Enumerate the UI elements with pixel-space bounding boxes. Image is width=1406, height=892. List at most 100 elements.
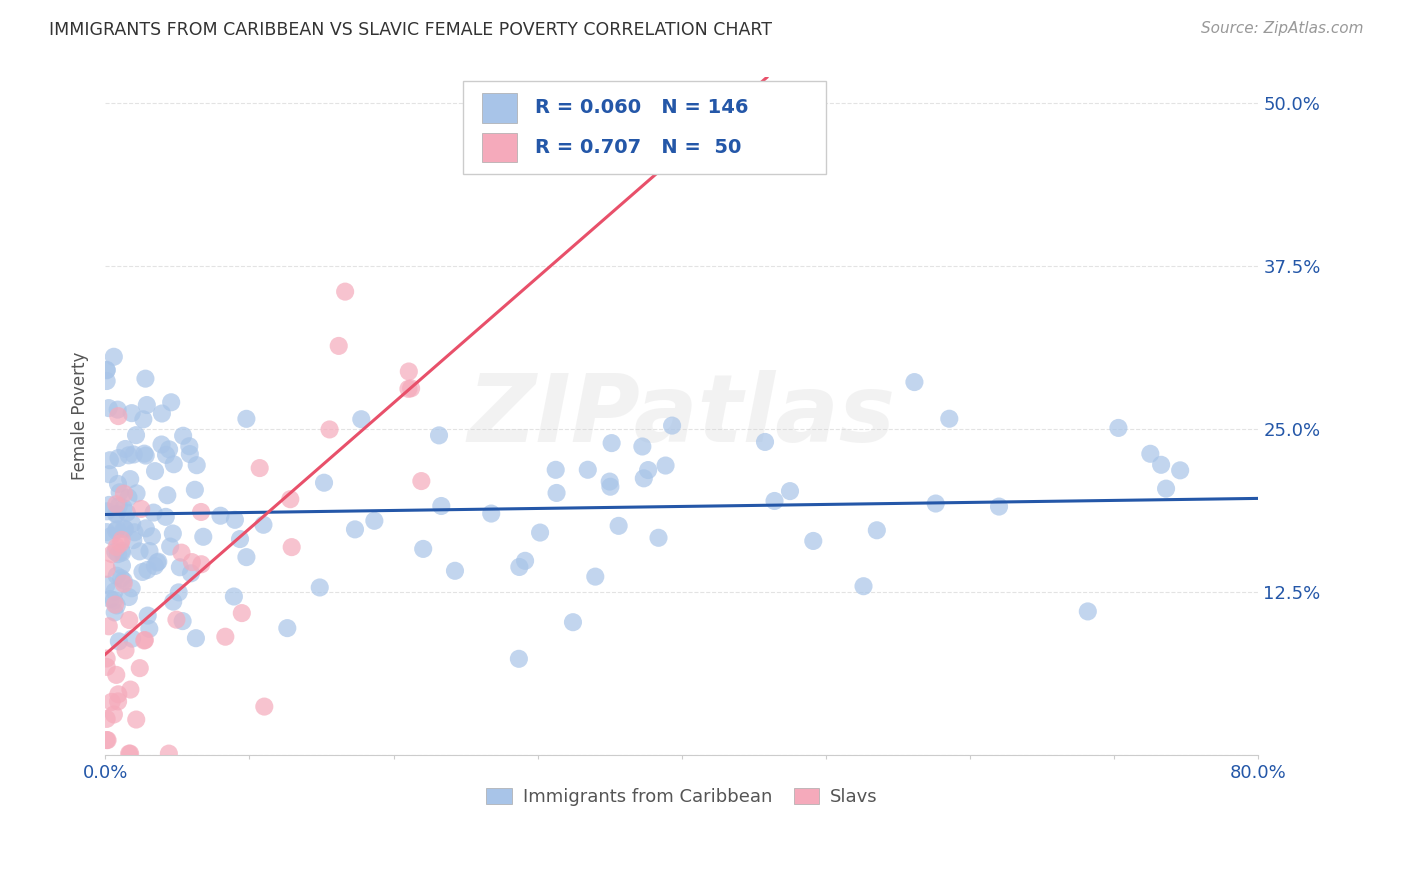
Point (396, 382, 419, 396)
Point (104, 584, 127, 599)
Point (125, 486, 148, 500)
Point (754, 434, 776, 449)
Point (111, 544, 134, 558)
Point (125, 428, 148, 442)
Point (193, 530, 215, 544)
Point (107, 547, 129, 561)
Point (120, 472, 142, 486)
Point (96, 660, 118, 674)
Point (96, 733, 118, 747)
Point (125, 713, 148, 727)
Point (179, 439, 201, 453)
Text: R = 0.707   N =  50: R = 0.707 N = 50 (536, 138, 742, 157)
Point (229, 532, 252, 546)
Text: R = 0.060   N = 146: R = 0.060 N = 146 (536, 98, 749, 117)
Point (118, 613, 141, 627)
Point (633, 471, 655, 485)
Point (600, 436, 623, 450)
Point (427, 428, 450, 442)
Point (104, 606, 127, 620)
Point (121, 516, 143, 531)
Point (513, 554, 536, 568)
Point (231, 606, 253, 620)
Point (118, 747, 141, 761)
Point (112, 486, 135, 500)
Point (121, 632, 143, 646)
Point (1154, 482, 1177, 496)
Point (654, 458, 676, 473)
Point (98, 453, 121, 467)
Point (180, 566, 202, 581)
Point (100, 592, 122, 607)
Point (103, 350, 125, 364)
Point (108, 485, 131, 500)
Point (107, 694, 129, 708)
Point (132, 412, 155, 426)
Point (529, 525, 551, 540)
Point (134, 633, 156, 648)
Point (430, 499, 453, 513)
Point (1168, 463, 1191, 477)
Point (607, 519, 630, 533)
Point (508, 560, 530, 574)
Text: Source: ZipAtlas.com: Source: ZipAtlas.com (1201, 21, 1364, 36)
Point (312, 475, 335, 490)
Point (148, 555, 170, 569)
Point (136, 608, 159, 623)
Point (1139, 447, 1161, 461)
Point (546, 486, 568, 500)
Point (444, 564, 467, 578)
Point (214, 630, 236, 644)
Point (576, 463, 599, 477)
Point (112, 574, 135, 588)
Point (763, 494, 786, 508)
Point (96, 651, 118, 665)
Point (129, 502, 152, 516)
Point (343, 522, 366, 536)
Point (143, 464, 166, 478)
Point (107, 499, 129, 513)
Point (253, 699, 276, 714)
Point (120, 747, 142, 761)
Point (135, 398, 157, 412)
Point (599, 480, 621, 494)
Point (162, 526, 184, 541)
Point (135, 521, 157, 535)
Point (308, 581, 330, 595)
Y-axis label: Female Poverty: Female Poverty (72, 352, 89, 481)
Point (138, 622, 160, 636)
Point (117, 491, 139, 505)
Point (97, 733, 120, 747)
Point (110, 536, 132, 550)
Point (98, 467, 121, 482)
Point (107, 402, 129, 417)
Point (134, 371, 156, 385)
Point (134, 633, 156, 648)
Point (115, 506, 138, 520)
Point (110, 571, 132, 585)
Point (155, 509, 177, 524)
Point (399, 381, 422, 395)
Point (118, 590, 141, 604)
Point (866, 523, 889, 537)
Point (252, 517, 274, 532)
Point (112, 521, 135, 535)
Point (276, 621, 298, 635)
Point (96, 577, 118, 591)
Point (157, 747, 180, 761)
Point (163, 457, 186, 471)
Point (134, 447, 156, 461)
Point (128, 661, 150, 675)
Point (988, 500, 1011, 514)
Point (97, 619, 120, 633)
Point (112, 501, 135, 516)
Point (350, 412, 373, 426)
Point (172, 614, 194, 628)
Point (124, 525, 146, 540)
Point (328, 339, 350, 353)
Point (631, 440, 654, 454)
Point (111, 558, 134, 573)
Point (143, 559, 166, 574)
Point (141, 529, 163, 543)
Point (96, 363, 118, 377)
